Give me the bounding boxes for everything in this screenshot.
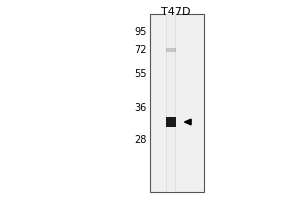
Text: 36: 36 <box>135 103 147 113</box>
Bar <box>166 117 176 127</box>
Text: 28: 28 <box>135 135 147 145</box>
Bar <box>150 14 204 192</box>
Text: 95: 95 <box>135 27 147 37</box>
Text: T47D: T47D <box>161 7 190 17</box>
Text: 72: 72 <box>134 45 147 55</box>
Bar <box>166 48 176 52</box>
Text: 55: 55 <box>134 69 147 79</box>
Bar <box>167 14 176 192</box>
Bar <box>166 14 176 192</box>
Polygon shape <box>184 119 191 125</box>
